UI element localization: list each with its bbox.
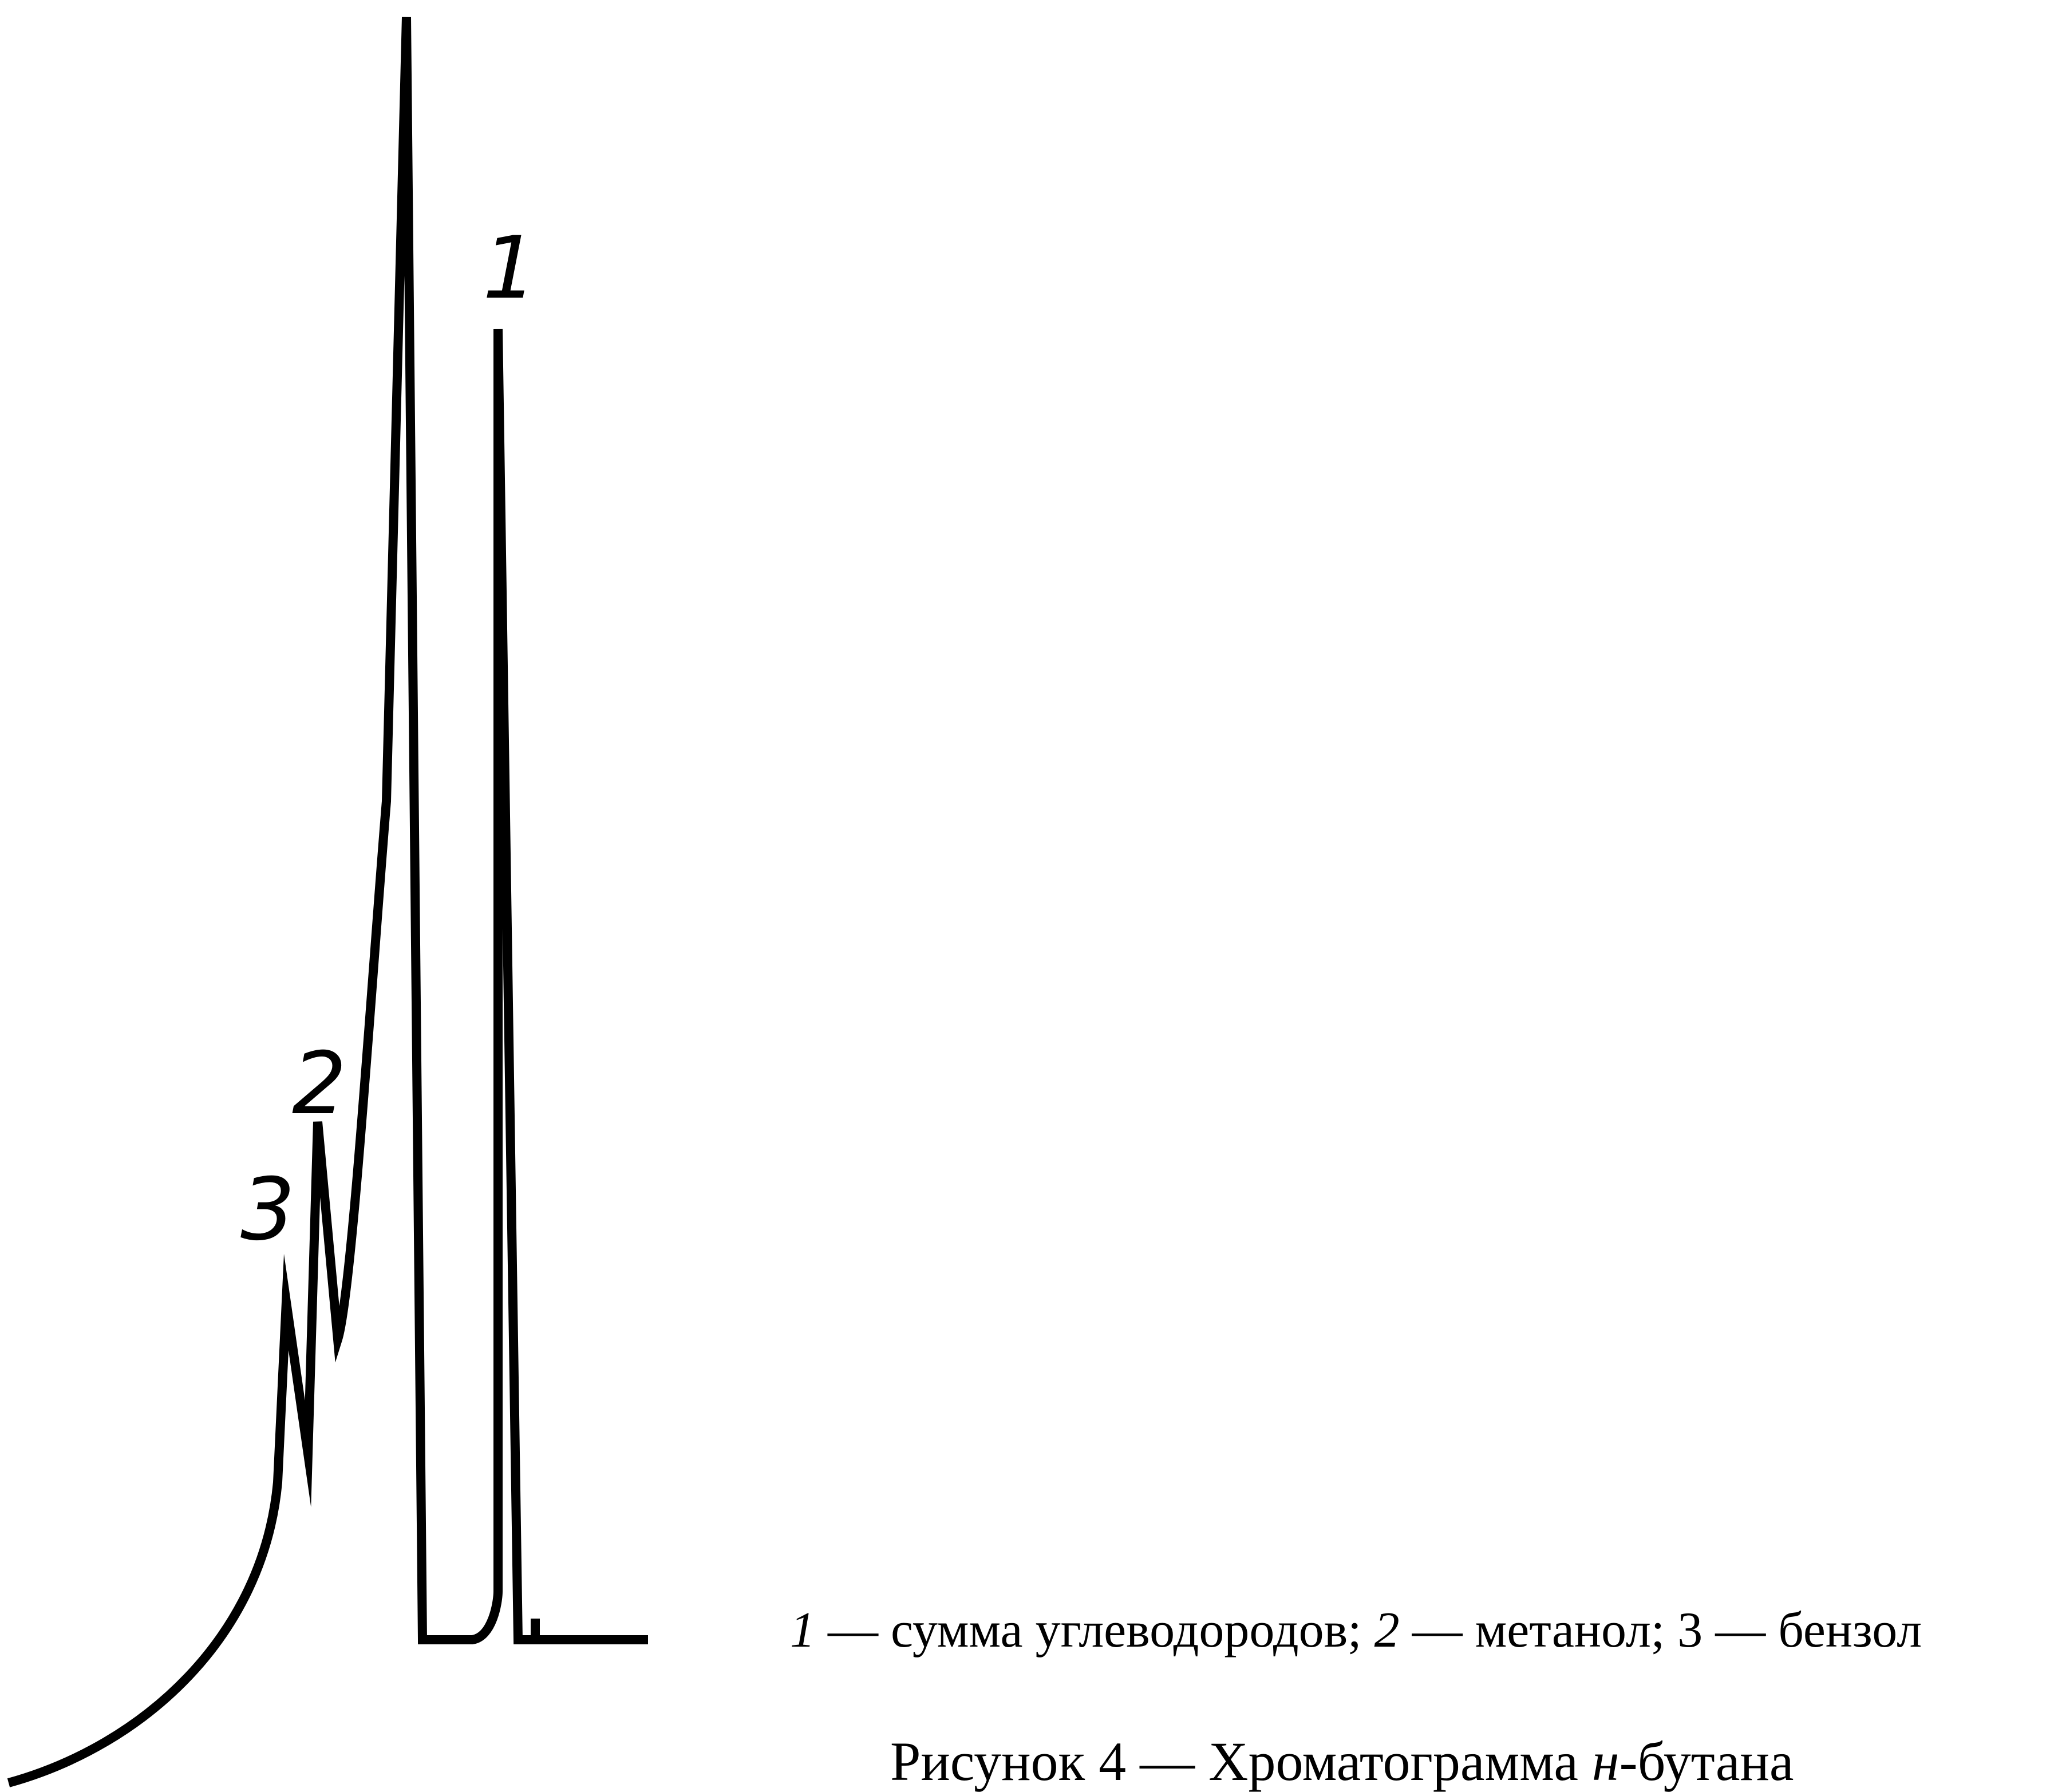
legend-text-1: — сумма углеводородов; — [815, 1603, 1374, 1658]
legend-text-2: — метанол; 3 — бензол — [1399, 1603, 1922, 1658]
peak-label-2: 2 — [292, 1034, 346, 1134]
chromatogram-trace — [7, 17, 540, 1787]
legend-number-1: 1 — [790, 1603, 815, 1658]
peak-label-1: 1 — [483, 219, 537, 318]
figure-caption: Рисунок 4 — Хроматограмма н-бутана — [890, 1734, 1794, 1789]
caption-italic: н — [1591, 1731, 1620, 1792]
peak-label-3: 3 — [240, 1160, 295, 1260]
peak-legend: 1 — сумма углеводородов; 2 — метанол; 3 … — [790, 1605, 1922, 1656]
caption-prefix: Рисунок 4 — Хроматограмма — [890, 1731, 1592, 1792]
caption-suffix: -бутана — [1619, 1731, 1794, 1792]
legend-number-2: 2 — [1374, 1603, 1400, 1658]
